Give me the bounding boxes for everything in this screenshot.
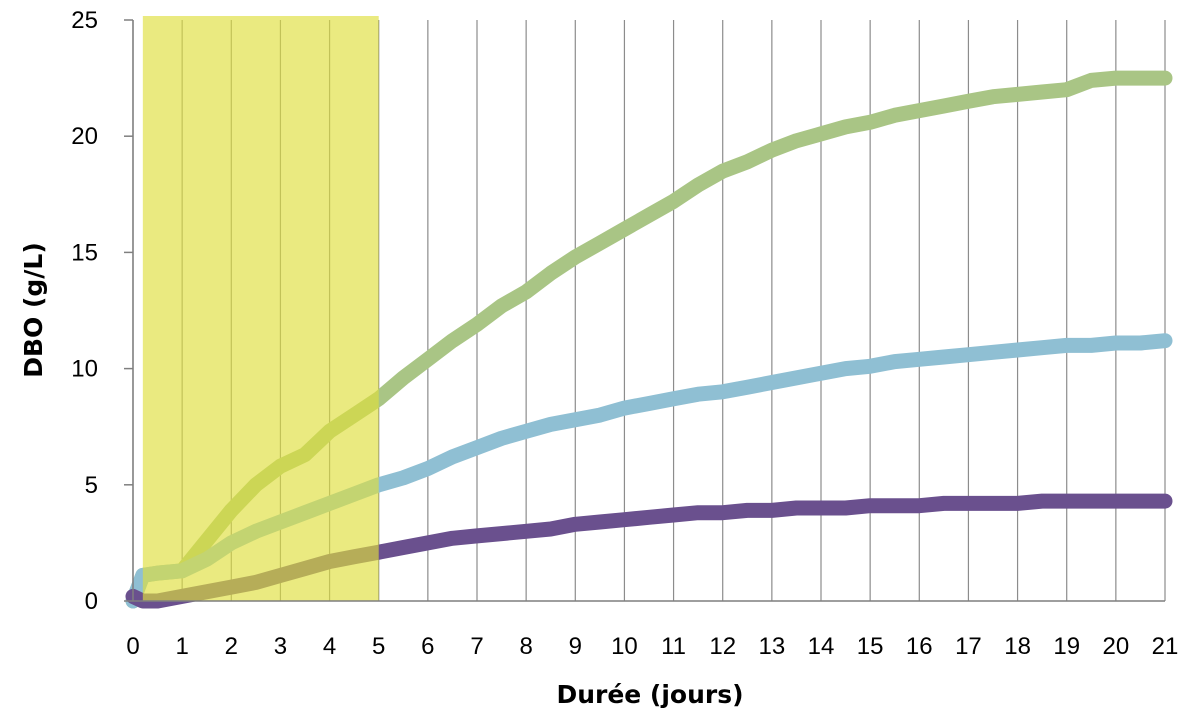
x-tick-label-13: 13 (759, 633, 786, 660)
y-tick-label-0: 0 (85, 588, 98, 615)
y-tick-label-20: 20 (71, 123, 98, 150)
x-tick-label-11: 11 (661, 633, 686, 660)
x-tick-label-19: 19 (1053, 633, 1080, 660)
x-tick-label-1: 1 (175, 633, 188, 660)
x-tick-label-15: 15 (857, 633, 884, 660)
x-axis-title: Durée (jours) (556, 680, 743, 709)
x-tick-label-21: 21 (1152, 633, 1179, 660)
x-tick-label-17: 17 (955, 633, 982, 660)
x-tick-label-2: 2 (225, 633, 238, 660)
x-tick-label-3: 3 (274, 633, 287, 660)
tick-labels: 0 1 2 3 4 5 6 7 8 9 10 11 12 13 14 15 16 17 18 19 20 21051015… (71, 7, 1178, 660)
axes (124, 19, 1165, 602)
x-tick-label-12: 12 (709, 633, 736, 660)
x-tick-label-8: 8 (519, 633, 532, 660)
highlight-band (142, 16, 379, 601)
x-tick-label-7: 7 (470, 633, 483, 660)
x-tick-label-4: 4 (323, 633, 336, 660)
x-tick-label-9: 9 (569, 633, 582, 660)
y-axis-title: DBO (g/L) (19, 242, 48, 378)
x-tick-label-14: 14 (808, 633, 835, 660)
x-tick-label-18: 18 (1004, 633, 1031, 660)
y-tick-label-15: 15 (71, 239, 98, 266)
x-tick-label-10: 10 (611, 633, 638, 660)
x-tick-label-0: 0 (126, 633, 139, 660)
x-tick-label-5: 5 (372, 633, 385, 660)
x-tick-label-20: 20 (1103, 633, 1130, 660)
x-tick-label-6: 6 (421, 633, 434, 660)
x-tick-label-16: 16 (906, 633, 933, 660)
y-tick-label-10: 10 (71, 356, 98, 383)
y-tick-label-5: 5 (85, 472, 98, 499)
y-tick-label-25: 25 (71, 7, 98, 34)
